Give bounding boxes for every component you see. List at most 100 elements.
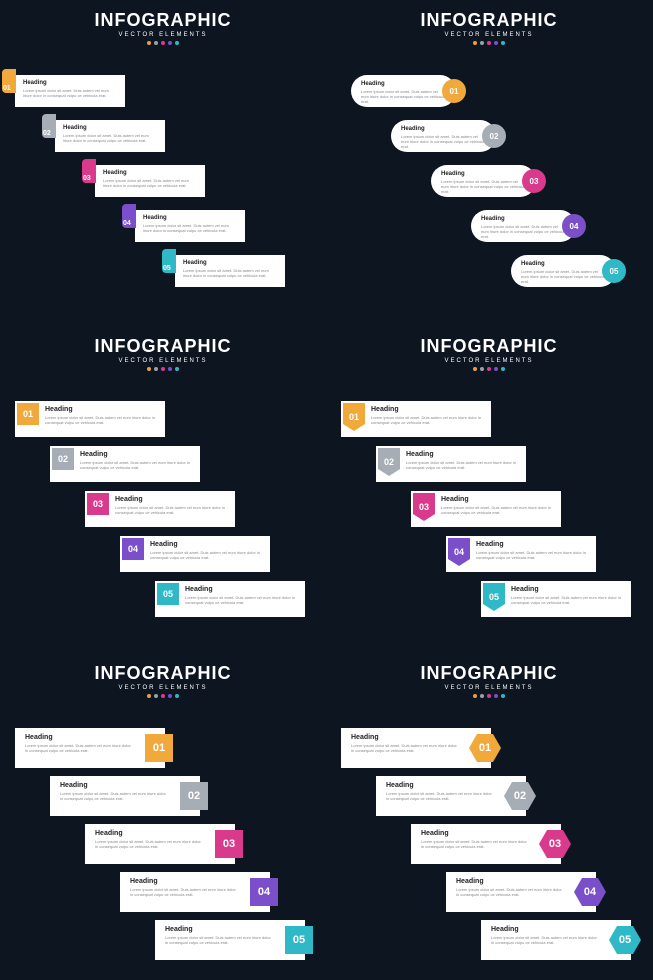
step-number: 05 bbox=[610, 267, 619, 276]
panel-header: INFOGRAPHIC VECTOR ELEMENTS bbox=[0, 0, 326, 45]
step-heading: Heading bbox=[130, 878, 240, 885]
step-card: HeadingLorem ipsum dolor sit amet. Duis … bbox=[341, 728, 491, 768]
panel-subtitle: VECTOR ELEMENTS bbox=[326, 32, 652, 38]
color-dot bbox=[168, 41, 172, 45]
infographic-panel-4: INFOGRAPHIC VECTOR ELEMENTS 01HeadingLor… bbox=[326, 326, 652, 401]
color-dots bbox=[0, 694, 326, 698]
color-dot bbox=[473, 694, 477, 698]
step-card: HeadingLorem ipsum dolor sit amet. Duis … bbox=[155, 920, 305, 960]
step-heading: Heading bbox=[185, 586, 297, 593]
step-square: 04 bbox=[250, 878, 278, 906]
step-square: 02 bbox=[180, 782, 208, 810]
panel-title: INFOGRAPHIC bbox=[0, 663, 326, 684]
step-body: Lorem ipsum dolor sit amet. Duis autem v… bbox=[115, 505, 227, 515]
color-dot bbox=[487, 41, 491, 45]
panel-subtitle: VECTOR ELEMENTS bbox=[0, 358, 326, 364]
step-card: HeadingLorem ipsum dolor sit amet. Duis … bbox=[411, 824, 561, 864]
panel-subtitle: VECTOR ELEMENTS bbox=[0, 32, 326, 38]
step-number: 04 bbox=[123, 220, 131, 227]
step-card: HeadingLorem ipsum dolor sit amet. Duis … bbox=[85, 824, 235, 864]
step-hexagon: 04 bbox=[574, 878, 606, 906]
step-card: 03HeadingLorem ipsum dolor sit amet. Dui… bbox=[411, 491, 561, 527]
step-number: 01 bbox=[450, 87, 459, 96]
step-body: Lorem ipsum dolor sit amet. Duis autem v… bbox=[491, 935, 601, 945]
step-item: Heading Lorem ipsum dolor sit amet. Duis … bbox=[376, 776, 526, 816]
step-item: 04HeadingLorem ipsum dolor sit amet. Dui… bbox=[135, 210, 245, 242]
infographic-panel-6: INFOGRAPHIC VECTOR ELEMENTS HeadingLorem… bbox=[326, 653, 652, 728]
color-dot bbox=[147, 367, 151, 371]
step-heading: Heading bbox=[45, 406, 157, 413]
panel-title: INFOGRAPHIC bbox=[326, 336, 652, 357]
step-card: 04HeadingLorem ipsum dolor sit amet. Dui… bbox=[135, 210, 245, 242]
step-card: 02HeadingLorem ipsum dolor sit amet. Dui… bbox=[376, 446, 526, 482]
step-item: 05HeadingLorem ipsum dolor sit amet. Dui… bbox=[481, 581, 631, 617]
step-card: 01HeadingLorem ipsum dolor sit amet. Dui… bbox=[15, 401, 165, 437]
color-dots bbox=[326, 367, 652, 371]
infographic-panel-5: INFOGRAPHIC VECTOR ELEMENTS HeadingLorem… bbox=[0, 653, 326, 728]
step-card: HeadingLorem ipsum dolor sit amet. Duis … bbox=[351, 75, 456, 107]
step-body: Lorem ipsum dolor sit amet. Duis autem v… bbox=[371, 415, 483, 425]
step-item: HeadingLorem ipsum dolor sit amet. Duis … bbox=[155, 920, 305, 960]
step-body: Lorem ipsum dolor sit amet. Duis autem v… bbox=[63, 133, 157, 143]
step-item: 01HeadingLorem ipsum dolor sit amet. Dui… bbox=[341, 401, 491, 437]
step-heading: Heading bbox=[476, 541, 588, 548]
step-heading: Heading bbox=[60, 782, 170, 789]
step-item: 04HeadingLorem ipsum dolor sit amet. Dui… bbox=[446, 536, 596, 572]
step-card: 03HeadingLorem ipsum dolor sit amet. Dui… bbox=[85, 491, 235, 527]
step-body: Lorem ipsum dolor sit amet. Duis autem v… bbox=[80, 460, 192, 470]
step-square: 05 bbox=[157, 583, 179, 605]
color-dot bbox=[473, 367, 477, 371]
step-card: HeadingLorem ipsum dolor sit amet. Duis … bbox=[446, 872, 596, 912]
step-heading: Heading bbox=[115, 496, 227, 503]
step-number: 04 bbox=[570, 222, 579, 231]
step-item: Heading Lorem ipsum dolor sit amet. Duis … bbox=[50, 776, 200, 816]
step-item: 03HeadingLorem ipsum dolor sit amet. Dui… bbox=[95, 165, 205, 197]
panel-header: INFOGRAPHIC VECTOR ELEMENTS bbox=[326, 0, 652, 45]
step-body: Lorem ipsum dolor sit amet. Duis autem v… bbox=[60, 791, 170, 801]
color-dot bbox=[154, 694, 158, 698]
color-dot bbox=[175, 694, 179, 698]
step-heading: Heading bbox=[441, 496, 553, 503]
step-heading: Heading bbox=[386, 782, 496, 789]
step-item: 03HeadingLorem ipsum dolor sit amet. Dui… bbox=[85, 491, 235, 527]
step-body: Lorem ipsum dolor sit amet. Duis autem v… bbox=[386, 791, 496, 801]
color-dot bbox=[480, 694, 484, 698]
step-square: 02 bbox=[52, 448, 74, 470]
step-item: HeadingLorem ipsum dolor sit amet. Duis … bbox=[351, 75, 456, 107]
step-square: 01 bbox=[17, 403, 39, 425]
step-body: Lorem ipsum dolor sit amet. Duis autem v… bbox=[165, 935, 275, 945]
step-card: Heading Lorem ipsum dolor sit amet. Duis … bbox=[50, 776, 200, 816]
color-dot bbox=[487, 367, 491, 371]
step-body: Lorem ipsum dolor sit amet. Duis autem v… bbox=[23, 88, 117, 98]
step-body: Lorem ipsum dolor sit amet. Duis autem v… bbox=[481, 224, 566, 240]
panel-subtitle: VECTOR ELEMENTS bbox=[0, 685, 326, 691]
step-item: 02HeadingLorem ipsum dolor sit amet. Dui… bbox=[55, 120, 165, 152]
step-item: HeadingLorem ipsum dolor sit amet. Duis … bbox=[471, 210, 576, 242]
step-number: 02 bbox=[43, 130, 51, 137]
step-heading: Heading bbox=[95, 830, 205, 837]
step-card: 02 Heading Lorem ipsum dolor sit amet. Dui… bbox=[50, 446, 200, 482]
step-item: 05HeadingLorem ipsum dolor sit amet. Dui… bbox=[175, 255, 285, 287]
color-dot bbox=[473, 41, 477, 45]
step-body: Lorem ipsum dolor sit amet. Duis autem v… bbox=[351, 743, 461, 753]
step-item: 01HeadingLorem ipsum dolor sit amet. Dui… bbox=[15, 401, 165, 437]
step-heading: Heading bbox=[80, 451, 192, 458]
infographic-panel-1: INFOGRAPHIC VECTOR ELEMENTS 01HeadingLor… bbox=[0, 0, 326, 75]
step-card: HeadingLorem ipsum dolor sit amet. Duis … bbox=[391, 120, 496, 152]
step-body: Lorem ipsum dolor sit amet. Duis autem v… bbox=[183, 268, 277, 278]
step-circle: 04 bbox=[562, 214, 586, 238]
color-dots bbox=[0, 41, 326, 45]
step-square: 05 bbox=[285, 926, 313, 954]
step-card: HeadingLorem ipsum dolor sit amet. Duis … bbox=[511, 255, 616, 287]
color-dots bbox=[0, 367, 326, 371]
color-dot bbox=[175, 367, 179, 371]
step-heading: Heading bbox=[456, 878, 566, 885]
color-dot bbox=[480, 367, 484, 371]
step-number: 03 bbox=[530, 177, 539, 186]
step-item: 03HeadingLorem ipsum dolor sit amet. Dui… bbox=[411, 491, 561, 527]
step-heading: Heading bbox=[361, 81, 446, 87]
step-pentagon: 02 bbox=[378, 448, 400, 476]
color-dots bbox=[326, 694, 652, 698]
step-body: Lorem ipsum dolor sit amet. Duis autem v… bbox=[103, 178, 197, 188]
step-heading: Heading bbox=[371, 406, 483, 413]
